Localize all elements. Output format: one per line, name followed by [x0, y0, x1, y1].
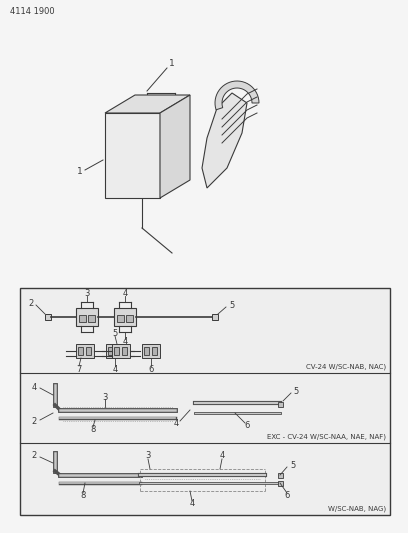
Text: 8: 8 [80, 491, 86, 500]
Text: 4: 4 [32, 383, 37, 392]
Text: EXC - CV-24 W/SC-NAA, NAE, NAF): EXC - CV-24 W/SC-NAA, NAE, NAF) [267, 433, 386, 440]
Bar [117, 315, 124, 322]
Text: 5: 5 [290, 461, 295, 470]
Text: 4: 4 [174, 418, 179, 427]
Polygon shape [105, 113, 160, 198]
Bar [112, 344, 130, 358]
Text: 7: 7 [76, 365, 82, 374]
Bar [106, 344, 124, 358]
Bar [152, 347, 157, 355]
Bar [45, 314, 51, 320]
Text: 5: 5 [229, 301, 234, 310]
Polygon shape [105, 95, 190, 113]
Bar [144, 347, 149, 355]
Polygon shape [160, 95, 190, 198]
Text: 2: 2 [32, 451, 37, 461]
Bar [76, 344, 94, 358]
Bar [278, 402, 283, 407]
Bar [114, 308, 136, 326]
Bar [20, 288, 390, 515]
Bar [126, 315, 133, 322]
Text: 4: 4 [112, 365, 118, 374]
Bar [113, 160, 127, 180]
Bar [115, 171, 120, 176]
Text: 4: 4 [122, 337, 128, 346]
Bar [116, 347, 121, 355]
Text: CV-24 W/SC-NAB, NAC): CV-24 W/SC-NAB, NAC) [306, 364, 386, 370]
Text: 8: 8 [90, 425, 96, 434]
Bar [76, 308, 98, 326]
Bar [115, 163, 120, 168]
Bar [114, 347, 119, 355]
Bar [86, 347, 91, 355]
Bar [88, 315, 95, 322]
Text: 2: 2 [32, 416, 37, 425]
Polygon shape [215, 81, 259, 110]
Text: 6: 6 [284, 491, 290, 500]
Text: 4: 4 [122, 288, 128, 297]
Text: 5: 5 [293, 386, 298, 395]
Bar [120, 171, 125, 176]
Text: 1: 1 [77, 167, 83, 176]
Text: W/SC-NAB, NAG): W/SC-NAB, NAG) [328, 505, 386, 512]
Bar [78, 347, 83, 355]
Text: 4: 4 [189, 499, 195, 508]
Text: 4: 4 [220, 451, 225, 461]
Bar [79, 315, 86, 322]
Bar [108, 347, 113, 355]
Bar [212, 314, 218, 320]
Text: 5: 5 [112, 328, 118, 337]
Text: 3: 3 [102, 392, 108, 401]
Text: 3: 3 [84, 288, 90, 297]
Bar [122, 347, 127, 355]
Text: 6: 6 [244, 421, 250, 430]
Polygon shape [202, 93, 247, 188]
Text: 4114 1900: 4114 1900 [10, 7, 55, 16]
Bar [120, 163, 125, 168]
Text: 1: 1 [169, 59, 175, 68]
Bar [278, 481, 283, 486]
Bar [142, 344, 160, 358]
Bar [278, 473, 283, 478]
Text: 2: 2 [29, 298, 34, 308]
Text: 6: 6 [149, 365, 154, 374]
Text: 3: 3 [145, 451, 151, 461]
